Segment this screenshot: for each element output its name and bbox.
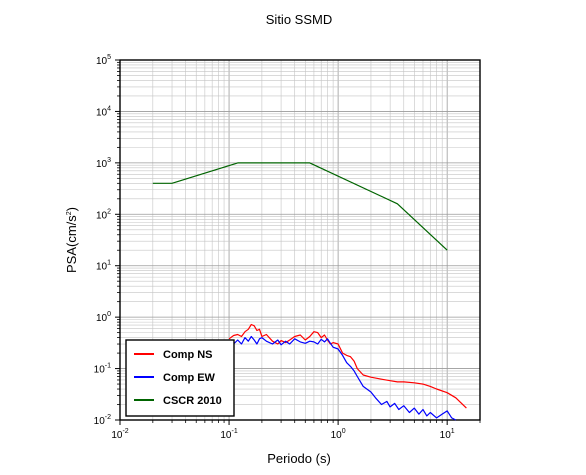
y-axis-label-main: PSA(cm/s (64, 215, 79, 273)
x-tick-base: 10 (220, 430, 232, 441)
x-tick-exponent: 1 (451, 428, 455, 435)
y-tick-exponent: -2 (105, 414, 111, 421)
y-tick-label: 10-1 (94, 363, 111, 376)
legend: Comp NS Comp EW CSCR 2010 (125, 339, 235, 417)
x-tick-label: 100 (331, 428, 346, 441)
x-axis-label: Periodo (s) (267, 451, 331, 466)
y-tick-exponent: 0 (107, 311, 111, 318)
y-tick-label: 10-2 (94, 414, 111, 427)
y-tick-base: 10 (96, 56, 108, 67)
legend-label-comp-ns: Comp NS (163, 349, 213, 361)
chart-title: Sitio SSMD (266, 12, 332, 27)
y-tick-label: 101 (96, 260, 111, 273)
y-axis-label-tail: ) (64, 207, 79, 211)
y-axis-label: PSA(cm/s2) (64, 207, 79, 273)
x-tick-base: 10 (111, 430, 123, 441)
y-tick-base: 10 (96, 107, 108, 118)
x-tick-base: 10 (331, 430, 343, 441)
y-tick-base: 10 (96, 262, 108, 273)
x-axis-ticks: 10-2 10-1 100 101 (111, 420, 481, 441)
x-tick-exponent: 0 (342, 428, 346, 435)
y-tick-exponent: 4 (107, 105, 111, 112)
y-axis-label-sup: 2 (66, 211, 73, 215)
series-line-comp-ew (228, 335, 457, 421)
y-tick-label: 105 (96, 54, 111, 67)
y-tick-label: 102 (96, 208, 111, 221)
x-tick-label: 101 (440, 428, 455, 441)
series-lines (152, 162, 467, 421)
y-tick-exponent: 2 (107, 208, 111, 215)
legend-label-comp-ew: Comp EW (163, 372, 216, 384)
y-tick-base: 10 (94, 365, 106, 376)
y-tick-exponent: 1 (107, 260, 111, 267)
series-line-comp-ns (228, 323, 467, 409)
x-tick-exponent: -1 (232, 428, 238, 435)
y-tick-base: 10 (96, 210, 108, 221)
x-tick-base: 10 (440, 430, 452, 441)
x-tick-exponent: -2 (122, 428, 128, 435)
legend-label-cscr-2010: CSCR 2010 (163, 395, 222, 407)
y-tick-exponent: 5 (107, 54, 111, 61)
y-tick-base: 10 (96, 159, 108, 170)
grid-lines (119, 59, 481, 421)
y-tick-exponent: 3 (107, 157, 111, 164)
series-line-cscr-2010 (152, 162, 448, 251)
y-tick-base: 10 (94, 416, 106, 427)
y-tick-label: 103 (96, 157, 111, 170)
x-tick-label: 10-2 (111, 428, 128, 441)
y-tick-label: 100 (96, 311, 111, 324)
x-tick-label: 10-1 (220, 428, 237, 441)
plot-frame (119, 59, 481, 421)
y-tick-exponent: -1 (105, 363, 111, 370)
y-tick-label: 104 (96, 105, 111, 118)
y-tick-base: 10 (96, 313, 108, 324)
